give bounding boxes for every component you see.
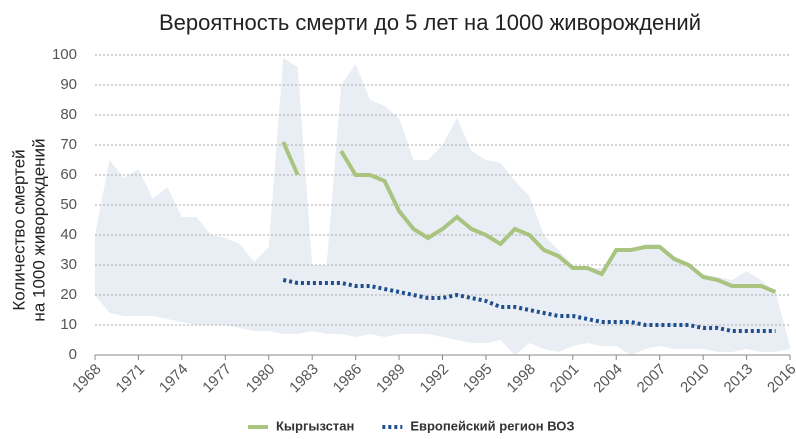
series-line	[282, 278, 776, 333]
y-axis-label: Количество смертей	[9, 149, 28, 310]
x-tick-label: 1998	[503, 361, 539, 397]
x-tick-label: 2016	[764, 361, 796, 397]
y-tick-label: 70	[60, 136, 77, 153]
y-tick-label: 0	[69, 346, 77, 363]
chart-title: Вероятность смерти до 5 лет на 1000 живо…	[159, 10, 701, 35]
x-tick-label: 1995	[460, 361, 496, 397]
y-tick-label: 90	[60, 76, 77, 93]
y-tick-label: 80	[60, 106, 77, 123]
x-tick-label: 2013	[721, 361, 757, 397]
x-tick-label: 1968	[69, 361, 105, 397]
x-tick-label: 2001	[547, 361, 583, 397]
y-tick-label: 10	[60, 316, 77, 333]
x-tick-label: 1977	[199, 361, 235, 397]
x-tick-label: 2010	[677, 361, 713, 397]
series-line	[281, 141, 777, 294]
range-band	[95, 58, 790, 355]
x-tick-label: 1986	[330, 361, 366, 397]
y-tick-label: 30	[60, 256, 77, 273]
legend-label: Европейский регион ВОЗ	[410, 418, 574, 433]
y-axis-label: на 1000 живорождений	[29, 138, 48, 321]
y-tick-label: 20	[60, 286, 77, 303]
y-tick-label: 40	[60, 226, 77, 243]
y-tick-label: 50	[60, 196, 77, 213]
x-tick-label: 2004	[590, 361, 626, 397]
x-tick-label: 2007	[634, 361, 670, 397]
x-tick-label: 1983	[286, 361, 322, 397]
y-tick-label: 100	[52, 46, 77, 63]
x-tick-label: 1992	[417, 361, 453, 397]
x-tick-label: 1980	[243, 361, 279, 397]
x-tick-label: 1974	[156, 361, 192, 397]
y-tick-label: 60	[60, 166, 77, 183]
legend-label: Кыргызстан	[276, 418, 354, 433]
x-tick-label: 1989	[373, 361, 409, 397]
x-tick-label: 1971	[112, 361, 148, 397]
